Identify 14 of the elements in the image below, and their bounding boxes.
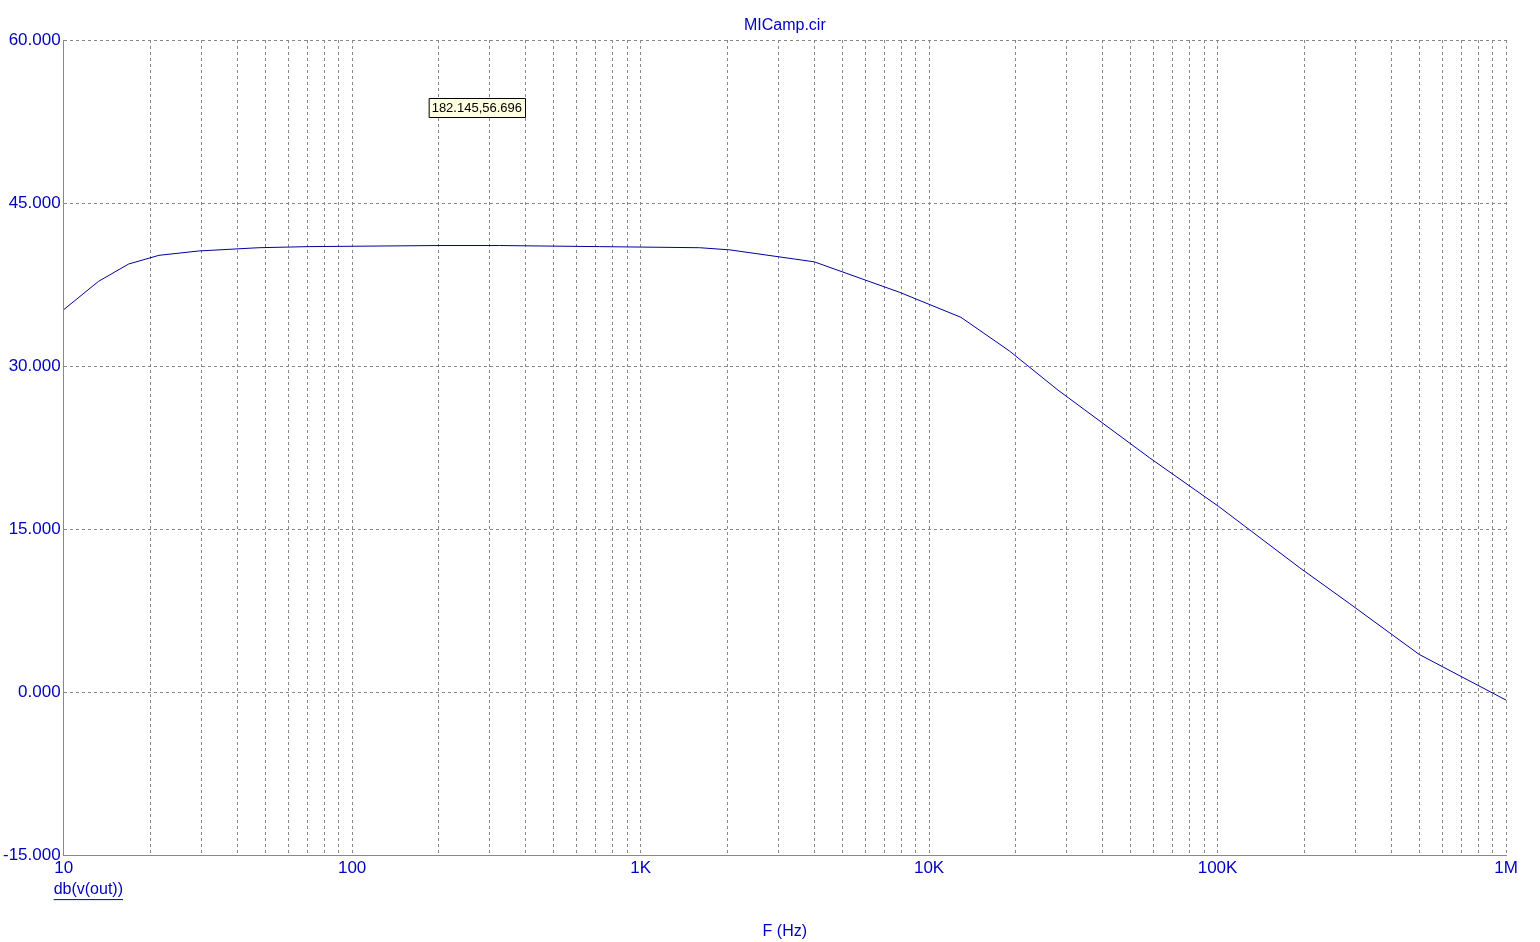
chart-subtitle: MICamp.cir xyxy=(743,16,827,34)
y-tick-label: 30.000 xyxy=(8,355,61,375)
y-tick-label: 0.000 xyxy=(18,682,61,702)
text: db(v(out)) xyxy=(53,880,124,898)
x-tick-label: 100K xyxy=(1197,858,1239,878)
x-tick-label: 1K xyxy=(630,858,652,878)
y-tick-label: 60.000 xyxy=(8,29,61,49)
x-tick-label: 1M xyxy=(1494,858,1518,878)
x-tick-label: 10K xyxy=(913,858,945,878)
y-tick-label: 45.000 xyxy=(8,192,61,212)
y-tick-label: 15.000 xyxy=(8,519,61,539)
x-tick-label: 100 xyxy=(337,858,367,878)
annotation: 182.145,56.696 xyxy=(431,99,523,115)
x-axis-title: F (Hz) xyxy=(762,922,808,940)
